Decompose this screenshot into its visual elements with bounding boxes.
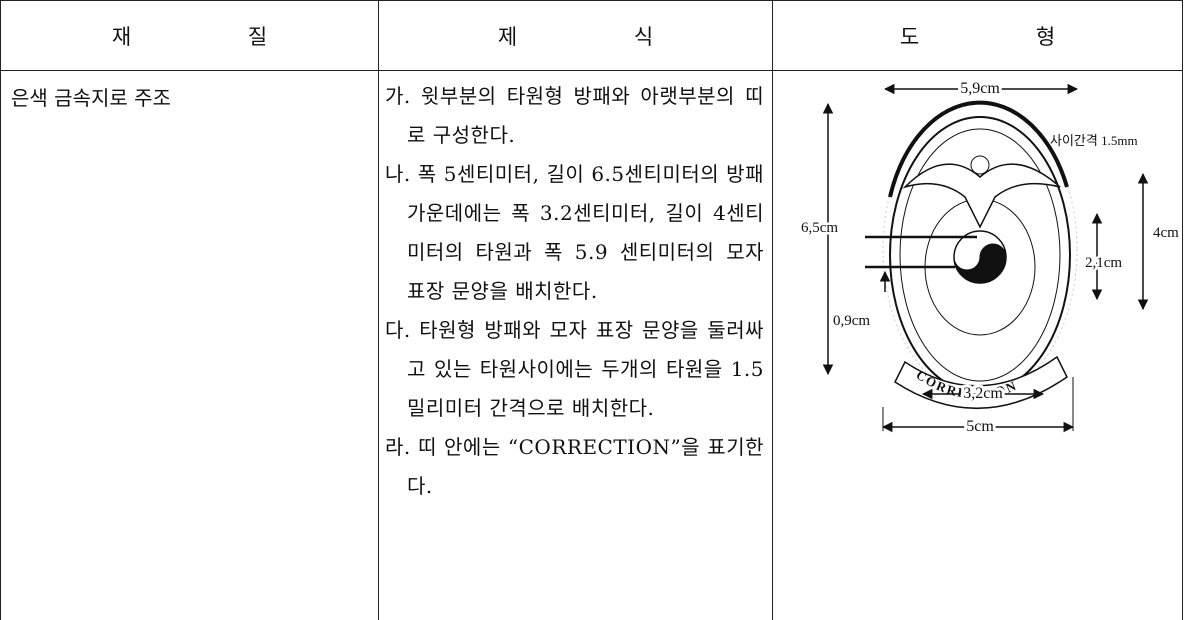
spec-cell: 가. 윗부분의 타원형 방패와 아랫부분의 띠로 구성한다. 나. 폭 5센티미터… (378, 71, 772, 620)
spec-list: 가. 윗부분의 타원형 방패와 아랫부분의 띠로 구성한다. 나. 폭 5센티미터… (379, 71, 772, 506)
material-text: 은색 금속지로 주조 (11, 86, 171, 110)
header-cell: 재 질 (0, 0, 378, 71)
header-text: 제 식 (497, 24, 654, 49)
spec-item: 가. 윗부분의 타원형 방패와 아랫부분의 띠로 구성한다. (385, 84, 764, 147)
header-cell: 도 형 (772, 0, 1183, 71)
header-text: 도 형 (899, 24, 1056, 49)
spec-item: 라. 띠 안에는 “CORRECTION”을 표기한다. (385, 435, 764, 498)
spec-item: 나. 폭 5센티미터, 길이 6.5센티미터의 방패 가운데에는 폭 3.2센티… (385, 162, 764, 303)
dimension-label: 3,2cm (963, 385, 1003, 402)
dimension-label: 2,1cm (1085, 255, 1122, 271)
dimension-label: 5,9cm (960, 80, 1000, 97)
spec-item: 다. 타원형 방패와 모자 표장 문양을 둘러싸고 있는 타원사이에는 두개의 … (385, 318, 764, 420)
dimension-label: 사이간격 1.5mm (1050, 133, 1138, 148)
badge-figure: 5,9cm 사이간격 1.5mm 6,5cm 4cm 2,1cm 0,9cm C… (799, 77, 1180, 438)
material-cell: 은색 금속지로 주조 (0, 71, 378, 620)
badge-drawing (822, 83, 1149, 433)
dimension-label: 0,9cm (833, 313, 870, 329)
figure-cell: 5,9cm 사이간격 1.5mm 6,5cm 4cm 2,1cm 0,9cm C… (772, 71, 1183, 620)
dimension-label: 5cm (966, 418, 994, 435)
header-text: 재 질 (111, 24, 268, 49)
dimension-label: 4cm (1153, 225, 1179, 241)
header-cell: 제 식 (378, 0, 772, 71)
dimension-label: 6,5cm (801, 220, 838, 236)
